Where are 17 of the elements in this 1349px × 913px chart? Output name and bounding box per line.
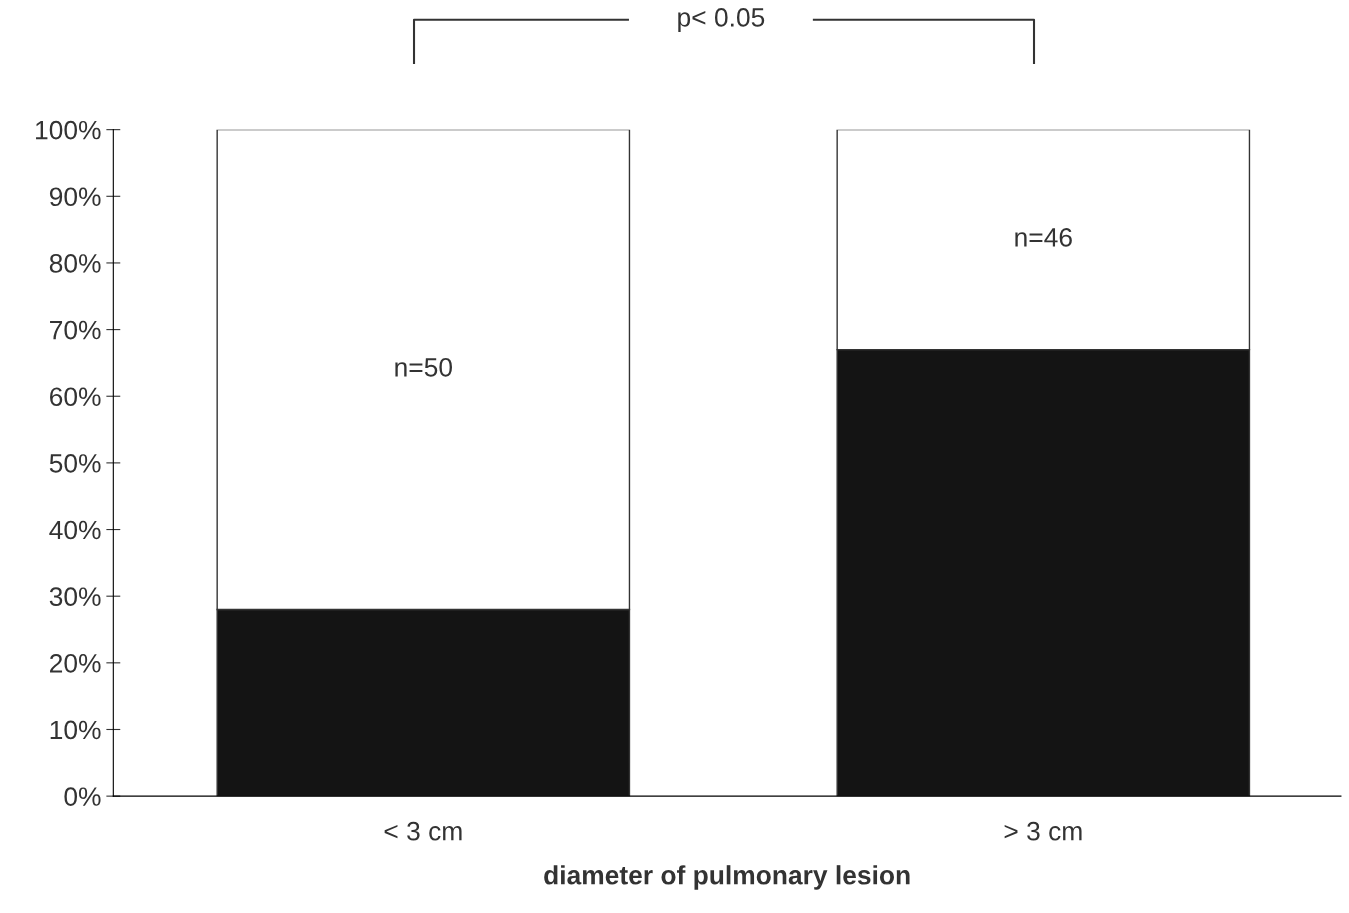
y-tick-label: 80% [49,254,101,273]
y-tick-label: 0% [64,787,101,806]
y-tick-label: 20% [50,653,101,673]
y-tick-label: 60% [50,387,101,407]
x-tick-label: < 3 cm [384,821,462,841]
text: p< 0.05 [678,8,765,32]
y-tick-label: 100% [36,120,101,140]
y-tick-label: 10% [50,720,101,740]
y-tick-label: 50% [49,454,101,473]
y-tick-label: 70% [50,320,101,340]
y-tick-label: 30% [49,587,101,607]
y-tick-label: 40% [49,520,101,540]
y-tick-label: 90% [49,187,101,207]
x-axis-title: diameter of pulmonary lesion [544,865,910,890]
annotation: n=46 [1015,228,1072,247]
x-tick-label: > 3 cm [1004,821,1082,841]
annotation: n=50 [395,357,452,377]
